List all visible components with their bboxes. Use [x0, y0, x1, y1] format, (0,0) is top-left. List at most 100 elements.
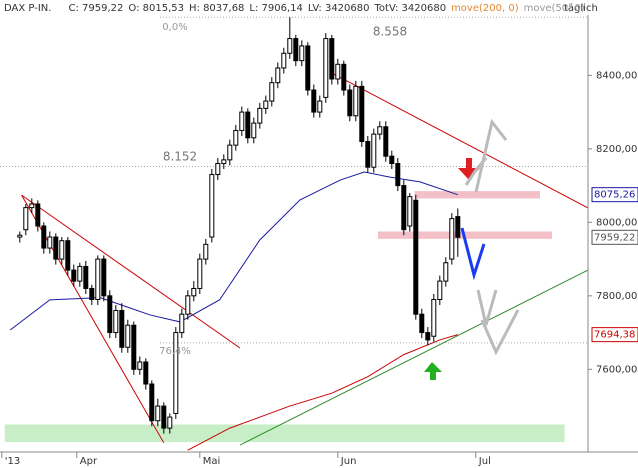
candle-body: [389, 155, 395, 165]
candle-body: [263, 100, 269, 109]
zigzag: [460, 227, 486, 281]
candle-body: [179, 313, 185, 334]
price-label: 8075,26: [594, 190, 635, 201]
candle-body: [131, 324, 137, 370]
annotation: 76,4%: [159, 346, 191, 357]
candle-body: [191, 287, 197, 297]
y-tick-label: 8200,00: [596, 144, 637, 155]
candle-body: [269, 82, 275, 102]
candle-body: [215, 163, 221, 176]
zone: [414, 191, 540, 199]
candle-body: [305, 45, 311, 91]
legend-entry: move(200, 0): [451, 3, 519, 14]
candle-body: [59, 240, 65, 260]
candle-body: [371, 133, 377, 168]
zone: [4, 424, 565, 443]
candle-body: [359, 85, 365, 142]
price-label: 7694,38: [594, 330, 635, 341]
candle-body: [197, 258, 203, 289]
candle-body: [401, 185, 407, 231]
candle-body: [431, 298, 437, 337]
candle-body: [137, 361, 143, 370]
candle-body: [65, 240, 71, 271]
candle-body: [281, 52, 287, 69]
candle-body: [143, 361, 149, 385]
price-label-box: [591, 229, 638, 245]
up-arrow: [424, 362, 442, 380]
price-label-box: [591, 327, 638, 343]
candle-body: [323, 38, 329, 98]
candle-body: [233, 129, 239, 146]
candle-body: [89, 287, 95, 300]
x-tick-label: Jun: [340, 456, 357, 467]
header-stat: C: 7959,22: [69, 3, 124, 14]
candle-body: [251, 122, 257, 139]
candle-body: [107, 295, 113, 334]
candle-body: [455, 216, 461, 238]
trendline: [21, 194, 241, 349]
candle-body: [395, 163, 401, 187]
candle-body: [335, 63, 341, 80]
candle-body: [245, 111, 251, 139]
header-stat: O: 8015,53: [128, 3, 184, 14]
legend-entry: move(50, 0): [524, 3, 585, 14]
y-tick-label: 7800,00: [596, 291, 637, 302]
candle-body: [449, 218, 455, 260]
zigzag: [476, 289, 498, 326]
annotation: 8.558: [373, 25, 407, 39]
x-tick-label: Mai: [203, 456, 221, 467]
zigzag: [474, 118, 508, 193]
period: täglich: [564, 3, 598, 14]
moving-average: [187, 334, 458, 451]
candle-body: [341, 63, 347, 91]
y-tick-label: 7600,00: [596, 364, 637, 375]
candle-body: [167, 416, 173, 429]
candle-body: [227, 144, 233, 161]
price-label-box: [591, 187, 638, 203]
candle-body: [413, 199, 419, 315]
annotation: 0,0%: [162, 22, 187, 33]
candle-body: [293, 38, 299, 62]
candle-body: [101, 258, 107, 297]
candle-body: [239, 111, 245, 131]
header-stat: TotV: 3420680: [374, 3, 447, 14]
candle-body: [443, 262, 449, 282]
zigzag: [464, 157, 488, 186]
candle-body: [119, 310, 125, 348]
header-stat: LV: 3420680: [308, 3, 370, 14]
candle-body: [257, 107, 263, 124]
header-bar: [0, 0, 638, 15]
y-tick-label: 8400,00: [596, 70, 637, 81]
candle-body: [17, 234, 23, 238]
candle-body: [419, 313, 425, 334]
candle-body: [71, 269, 77, 282]
candle-body: [149, 383, 155, 422]
annotation: 8.152: [163, 150, 197, 164]
candle-body: [185, 295, 191, 315]
header-stat: H: 8037,68: [189, 3, 244, 14]
candle-body: [287, 38, 293, 54]
candle-body: [311, 89, 317, 113]
candle-body: [347, 89, 353, 117]
candle-body: [377, 126, 383, 135]
candle-body: [83, 265, 89, 289]
candle-body: [221, 159, 227, 165]
candle-body: [209, 174, 215, 238]
candle-body: [125, 324, 131, 348]
candle-body: [29, 203, 35, 209]
candle-body: [161, 405, 167, 429]
candle-body: [437, 280, 443, 300]
price-label: 7959,22: [594, 232, 635, 243]
candle-body: [23, 207, 29, 231]
candle-body: [53, 236, 59, 260]
candle-body: [155, 405, 161, 422]
x-tick-label: Jul: [478, 456, 491, 467]
y-tick-label: 8000,00: [596, 217, 637, 228]
candle-body: [317, 100, 323, 113]
trendline: [239, 269, 589, 446]
trendline: [329, 71, 589, 209]
candle-body: [203, 243, 209, 260]
candle-body: [173, 332, 179, 414]
x-tick-label: '13: [5, 456, 20, 467]
